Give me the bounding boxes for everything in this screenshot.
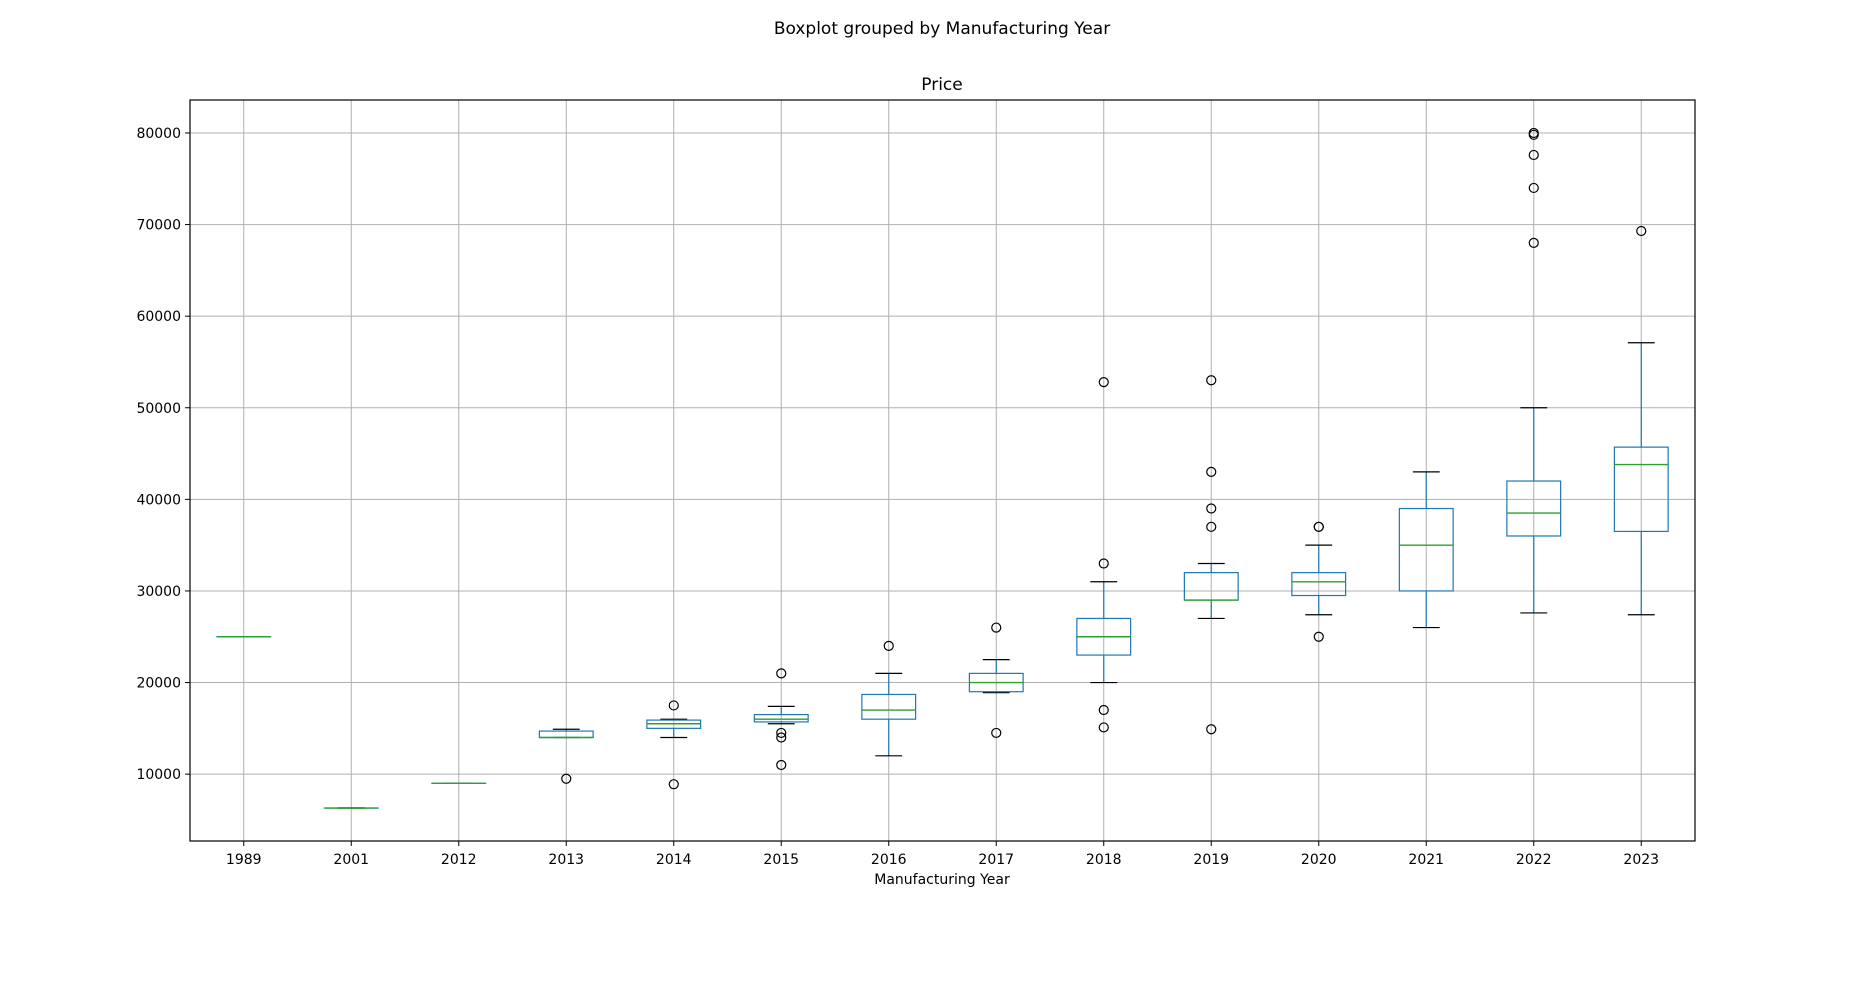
y-tick-label: 50000 <box>136 401 181 417</box>
x-tick-label: 2023 <box>1623 852 1659 868</box>
x-tick-label: 2001 <box>333 852 369 868</box>
x-tick-label: 2021 <box>1408 852 1444 868</box>
x-tick-label: 2016 <box>871 852 907 868</box>
y-tick-label: 30000 <box>136 584 181 600</box>
y-tick-label: 70000 <box>136 218 181 234</box>
x-tick-label: 2020 <box>1301 852 1337 868</box>
boxes-layer <box>217 128 1668 808</box>
chart-title: Price <box>921 75 962 95</box>
x-tick-label: 2022 <box>1516 852 1552 868</box>
y-tick-label: 20000 <box>136 676 181 692</box>
y-tick-label: 80000 <box>136 126 181 142</box>
x-tick-label: 2019 <box>1193 852 1229 868</box>
grid-lines <box>190 100 1695 841</box>
x-axis-label: Manufacturing Year <box>874 872 1010 888</box>
x-tick-label: 1989 <box>226 852 262 868</box>
y-tick-label: 10000 <box>136 767 181 783</box>
chart-suptitle: Boxplot grouped by Manufacturing Year <box>774 19 1110 39</box>
axis-ticks: 10000 20000 30000 40000 50000 60000 70000 80000… <box>136 126 1659 868</box>
x-tick-label: 2013 <box>548 852 584 868</box>
x-tick-label: 2018 <box>1086 852 1122 868</box>
x-tick-label: 2017 <box>978 852 1014 868</box>
x-tick-label: 2014 <box>656 852 692 868</box>
y-tick-label: 40000 <box>136 492 181 508</box>
x-tick-label: 2015 <box>763 852 799 868</box>
y-tick-label: 60000 <box>136 309 181 325</box>
x-tick-label: 2012 <box>441 852 477 868</box>
plot-frame <box>190 100 1695 841</box>
